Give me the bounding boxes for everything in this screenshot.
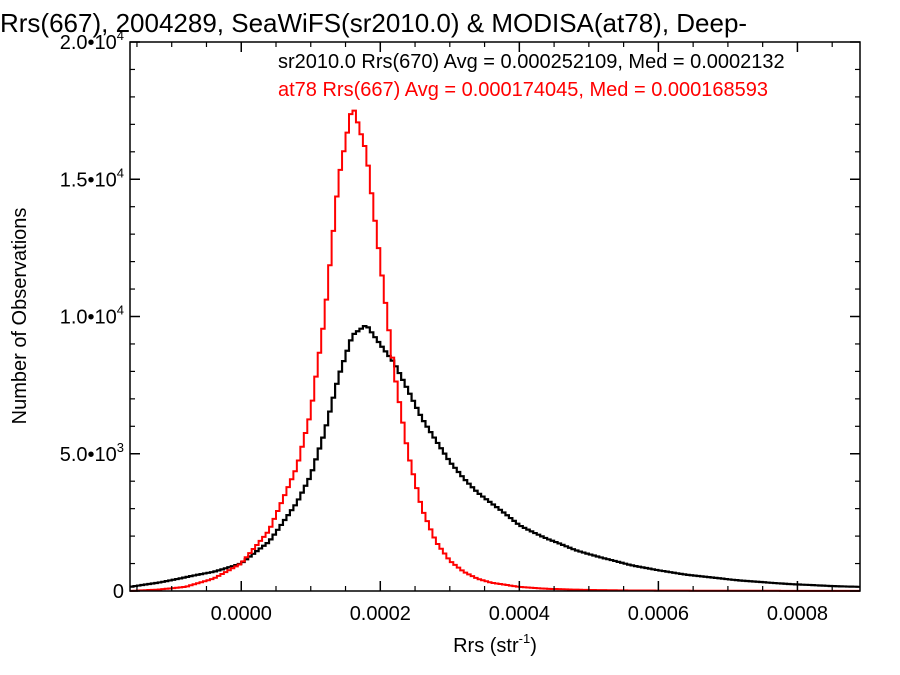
y-tick-mantissa: 1.0•10 [60, 307, 117, 329]
y-tick-exponent: 4 [117, 165, 124, 180]
y-tick-label: 1.0•104 [60, 303, 124, 329]
y-tick-mantissa: 0 [113, 581, 124, 603]
x-tick-label: 0.0006 [628, 603, 689, 625]
y-tick-mantissa: 1.5•10 [60, 169, 117, 191]
x-axis-label: Rrs (str-1) [453, 631, 537, 657]
x-tick-label: 0.0000 [211, 603, 272, 625]
x-tick-label: 0.0002 [350, 603, 411, 625]
y-axis-label: Number of Observations [9, 208, 31, 425]
y-tick-mantissa: 5.0•10 [60, 444, 117, 466]
y-tick-label: 2.0•104 [60, 28, 124, 54]
y-tick-label: 0 [113, 581, 124, 603]
x-axis-label-superscript: -1 [519, 631, 531, 646]
chart-title: Rrs(667), 2004289, SeaWiFS(sr2010.0) & M… [0, 8, 747, 38]
x-axis-label-main: Rrs (str [453, 635, 519, 657]
y-tick-exponent: 4 [117, 303, 124, 318]
y-tick-label: 5.0•103 [60, 440, 124, 466]
legend-entry-red: at78 Rrs(667) Avg = 0.000174045, Med = 0… [278, 79, 768, 101]
x-tick-label: 0.0004 [489, 603, 550, 625]
series-line-0 [130, 325, 860, 588]
x-axis-label-close: ) [530, 635, 537, 657]
y-tick-mantissa: 2.0•10 [60, 32, 117, 54]
x-axis-ticks: 0.0000 0.0002 0.0004 0.0006 0.0008 [136, 42, 833, 625]
legend-entry-black: sr2010.0 Rrs(670) Avg = 0.000252109, Med… [278, 51, 785, 73]
y-tick-exponent: 3 [117, 440, 124, 455]
y-tick-label: 1.5•104 [60, 165, 124, 191]
y-tick-exponent: 4 [117, 28, 124, 43]
x-tick-label: 0.0008 [767, 603, 828, 625]
